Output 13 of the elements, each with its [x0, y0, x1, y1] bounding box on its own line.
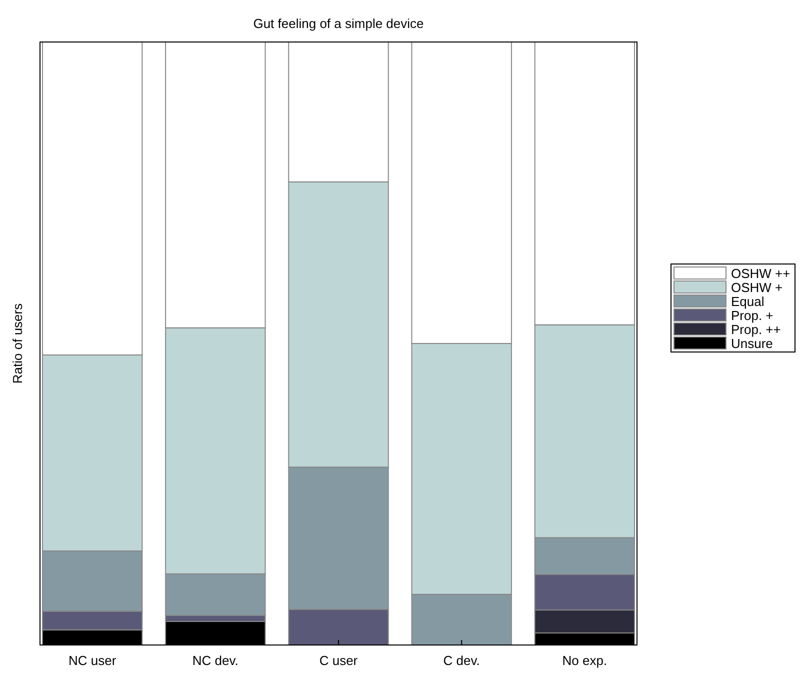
chart-title: Gut feeling of a simple device [253, 16, 424, 31]
legend-label: Prop. ++ [731, 322, 781, 337]
legend-label: Equal [731, 294, 764, 309]
legend-label: OSHW + [731, 280, 783, 295]
x-tick-label: No exp. [562, 653, 608, 668]
legend-label: Prop. + [731, 308, 774, 323]
legend-label: Unsure [731, 336, 773, 351]
x-tick-label: NC dev. [192, 653, 238, 668]
y-axis-title: Ratio of users [10, 302, 25, 384]
legend-label: OSHW ++ [731, 266, 790, 281]
x-tick-label: C user [319, 653, 358, 668]
x-tick-label: C dev. [443, 653, 480, 668]
x-tick-label: NC user [68, 653, 117, 668]
